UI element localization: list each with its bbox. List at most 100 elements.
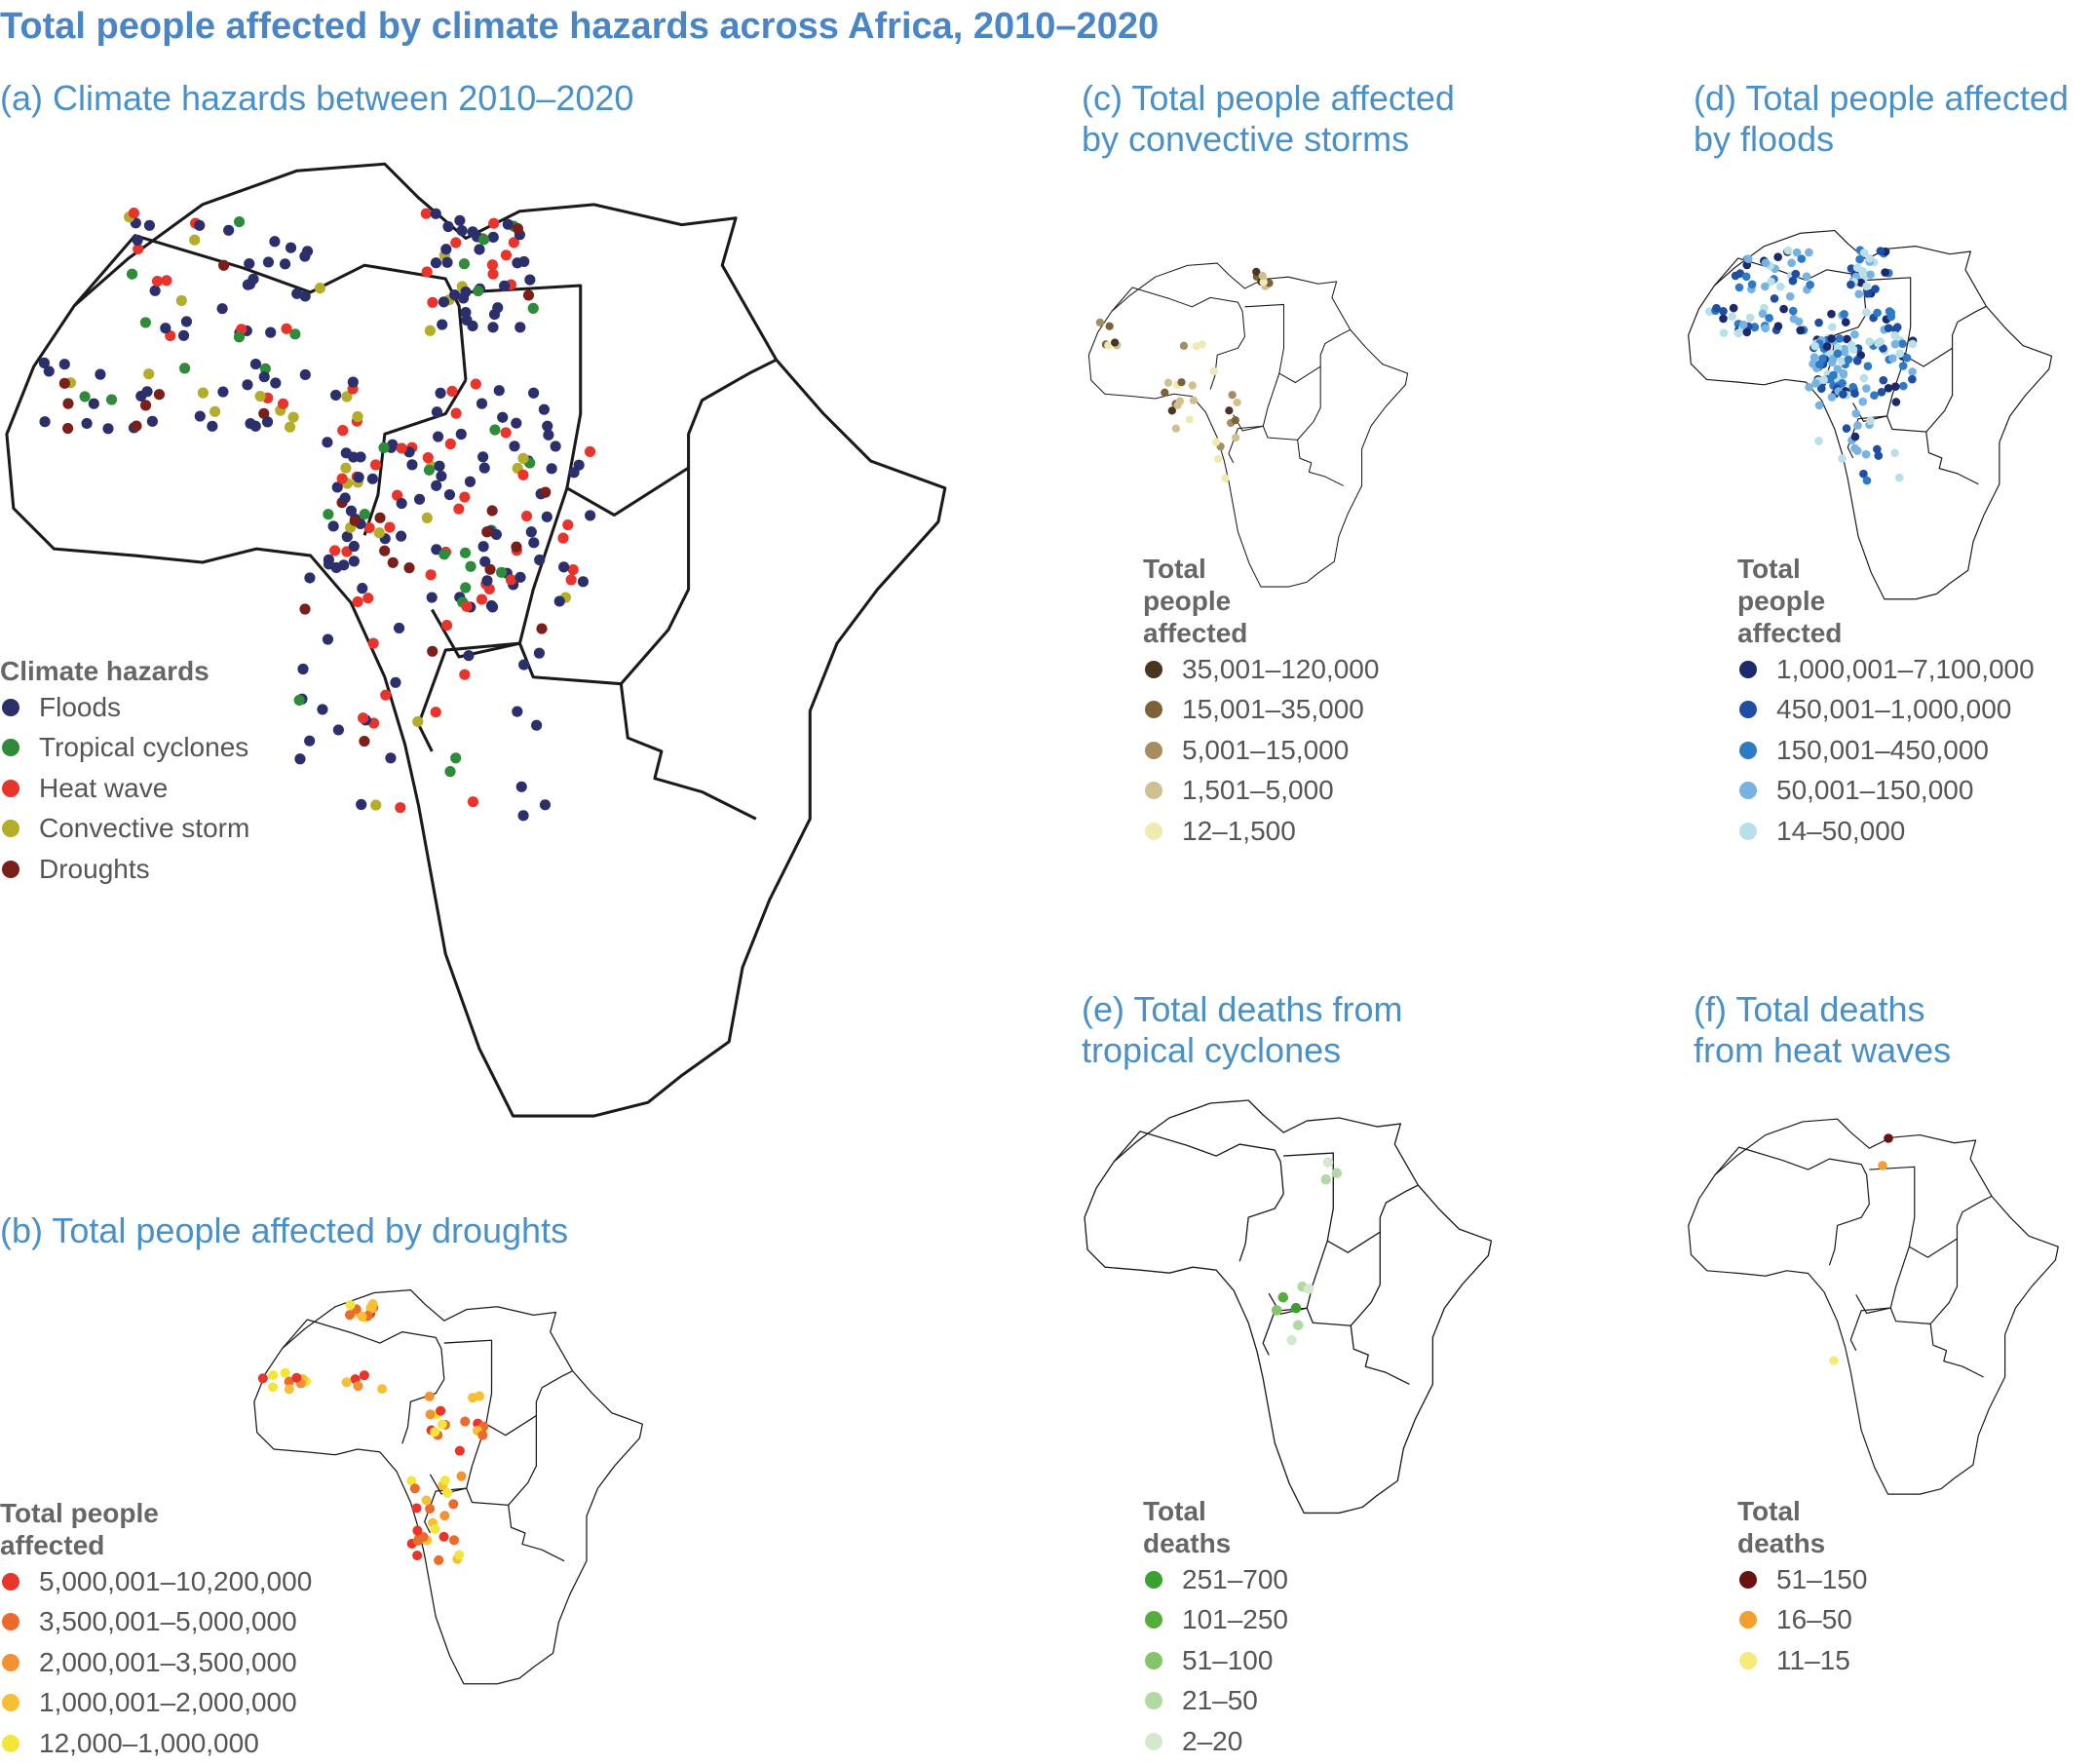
event-marker xyxy=(367,1298,378,1310)
event-marker xyxy=(1838,454,1847,463)
event-marker xyxy=(131,420,142,432)
event-marker xyxy=(141,386,153,398)
event-marker xyxy=(1188,381,1197,390)
event-marker xyxy=(446,385,458,398)
event-marker xyxy=(373,527,385,539)
event-marker xyxy=(1233,398,1241,407)
event-marker xyxy=(1839,390,1847,399)
event-marker xyxy=(1814,318,1823,327)
event-marker xyxy=(284,1376,294,1387)
legend-swatch xyxy=(1739,1651,1757,1669)
event-marker xyxy=(179,363,191,374)
event-marker xyxy=(1839,368,1848,378)
event-marker xyxy=(132,234,143,246)
event-marker xyxy=(531,719,543,731)
event-marker xyxy=(1811,379,1820,388)
event-marker xyxy=(489,424,501,436)
event-marker xyxy=(1221,474,1230,482)
event-marker xyxy=(478,234,490,246)
region-border xyxy=(1929,1323,1985,1378)
region-border xyxy=(282,1319,445,1380)
event-marker xyxy=(463,650,475,662)
event-marker xyxy=(424,325,436,336)
event-marker xyxy=(473,285,484,297)
event-marker xyxy=(412,715,424,728)
region-border xyxy=(1849,1307,1891,1351)
event-marker xyxy=(392,489,403,501)
event-marker xyxy=(146,415,158,427)
event-marker xyxy=(340,462,352,474)
event-marker xyxy=(1805,383,1813,392)
map-panel-c xyxy=(1087,262,1409,588)
event-marker xyxy=(1225,406,1234,415)
legend-swatch xyxy=(1739,1570,1757,1589)
panel-b-title: (b) Total people affected by droughts xyxy=(0,1210,569,1250)
legend-item: 16–50 xyxy=(1737,1600,1867,1641)
event-marker xyxy=(299,250,311,262)
event-marker xyxy=(363,521,375,534)
legend-panel-a: Climate hazards Floods Tropical cyclones… xyxy=(0,655,249,890)
event-marker xyxy=(1767,277,1775,287)
event-marker xyxy=(511,417,522,429)
event-marker xyxy=(486,505,498,517)
legend-swatch xyxy=(1739,822,1757,840)
event-marker xyxy=(1213,454,1223,463)
event-marker xyxy=(1797,254,1807,263)
event-marker xyxy=(336,473,348,484)
event-marker xyxy=(1761,324,1771,333)
event-marker xyxy=(1843,334,1851,344)
event-marker xyxy=(105,394,118,405)
event-marker xyxy=(1894,473,1904,482)
event-marker xyxy=(180,316,192,327)
event-marker xyxy=(396,497,407,510)
event-marker xyxy=(357,583,368,594)
event-marker xyxy=(424,1391,435,1401)
legend-item: 101–250 xyxy=(1143,1600,1288,1641)
event-marker xyxy=(438,549,450,560)
event-marker xyxy=(353,472,364,483)
legend-swatch xyxy=(1739,782,1757,800)
event-marker xyxy=(425,1409,436,1420)
event-marker xyxy=(1741,272,1751,282)
event-marker xyxy=(1322,1157,1334,1168)
event-marker xyxy=(459,547,472,558)
event-marker xyxy=(1895,349,1905,359)
event-marker xyxy=(450,752,462,764)
event-marker xyxy=(347,376,359,388)
event-marker xyxy=(502,218,514,230)
legend-item: 150,001–450,000 xyxy=(1737,730,2035,771)
event-marker xyxy=(284,1384,294,1395)
event-marker xyxy=(1163,378,1173,387)
event-marker xyxy=(385,752,397,764)
event-marker xyxy=(1814,437,1823,445)
event-marker xyxy=(1259,278,1268,287)
event-marker xyxy=(160,323,171,334)
event-marker xyxy=(500,249,513,261)
event-marker xyxy=(270,377,282,389)
event-marker xyxy=(366,473,378,484)
event-marker xyxy=(1805,248,1813,257)
event-marker xyxy=(81,417,93,430)
event-marker xyxy=(1104,341,1113,350)
event-marker xyxy=(1331,1168,1343,1178)
event-marker xyxy=(1858,397,1868,406)
event-marker xyxy=(1842,424,1851,433)
event-marker xyxy=(1779,304,1788,314)
event-marker xyxy=(1898,362,1908,370)
event-marker xyxy=(281,323,292,334)
event-marker xyxy=(341,1377,352,1388)
region-border xyxy=(466,1415,538,1506)
event-marker xyxy=(421,266,433,278)
event-marker xyxy=(477,541,489,553)
legend-item: 2,000,001–3,500,000 xyxy=(0,1642,312,1683)
event-marker xyxy=(261,416,274,428)
legend-item-heat-wave: Heat wave xyxy=(0,768,249,809)
event-marker xyxy=(177,329,190,341)
event-marker xyxy=(454,214,466,226)
event-marker xyxy=(299,368,311,381)
event-marker xyxy=(430,707,441,718)
legend-item: 1,000,001–2,000,000 xyxy=(0,1683,312,1724)
event-marker xyxy=(1881,268,1889,277)
event-marker xyxy=(468,1393,478,1403)
event-marker xyxy=(431,479,442,491)
